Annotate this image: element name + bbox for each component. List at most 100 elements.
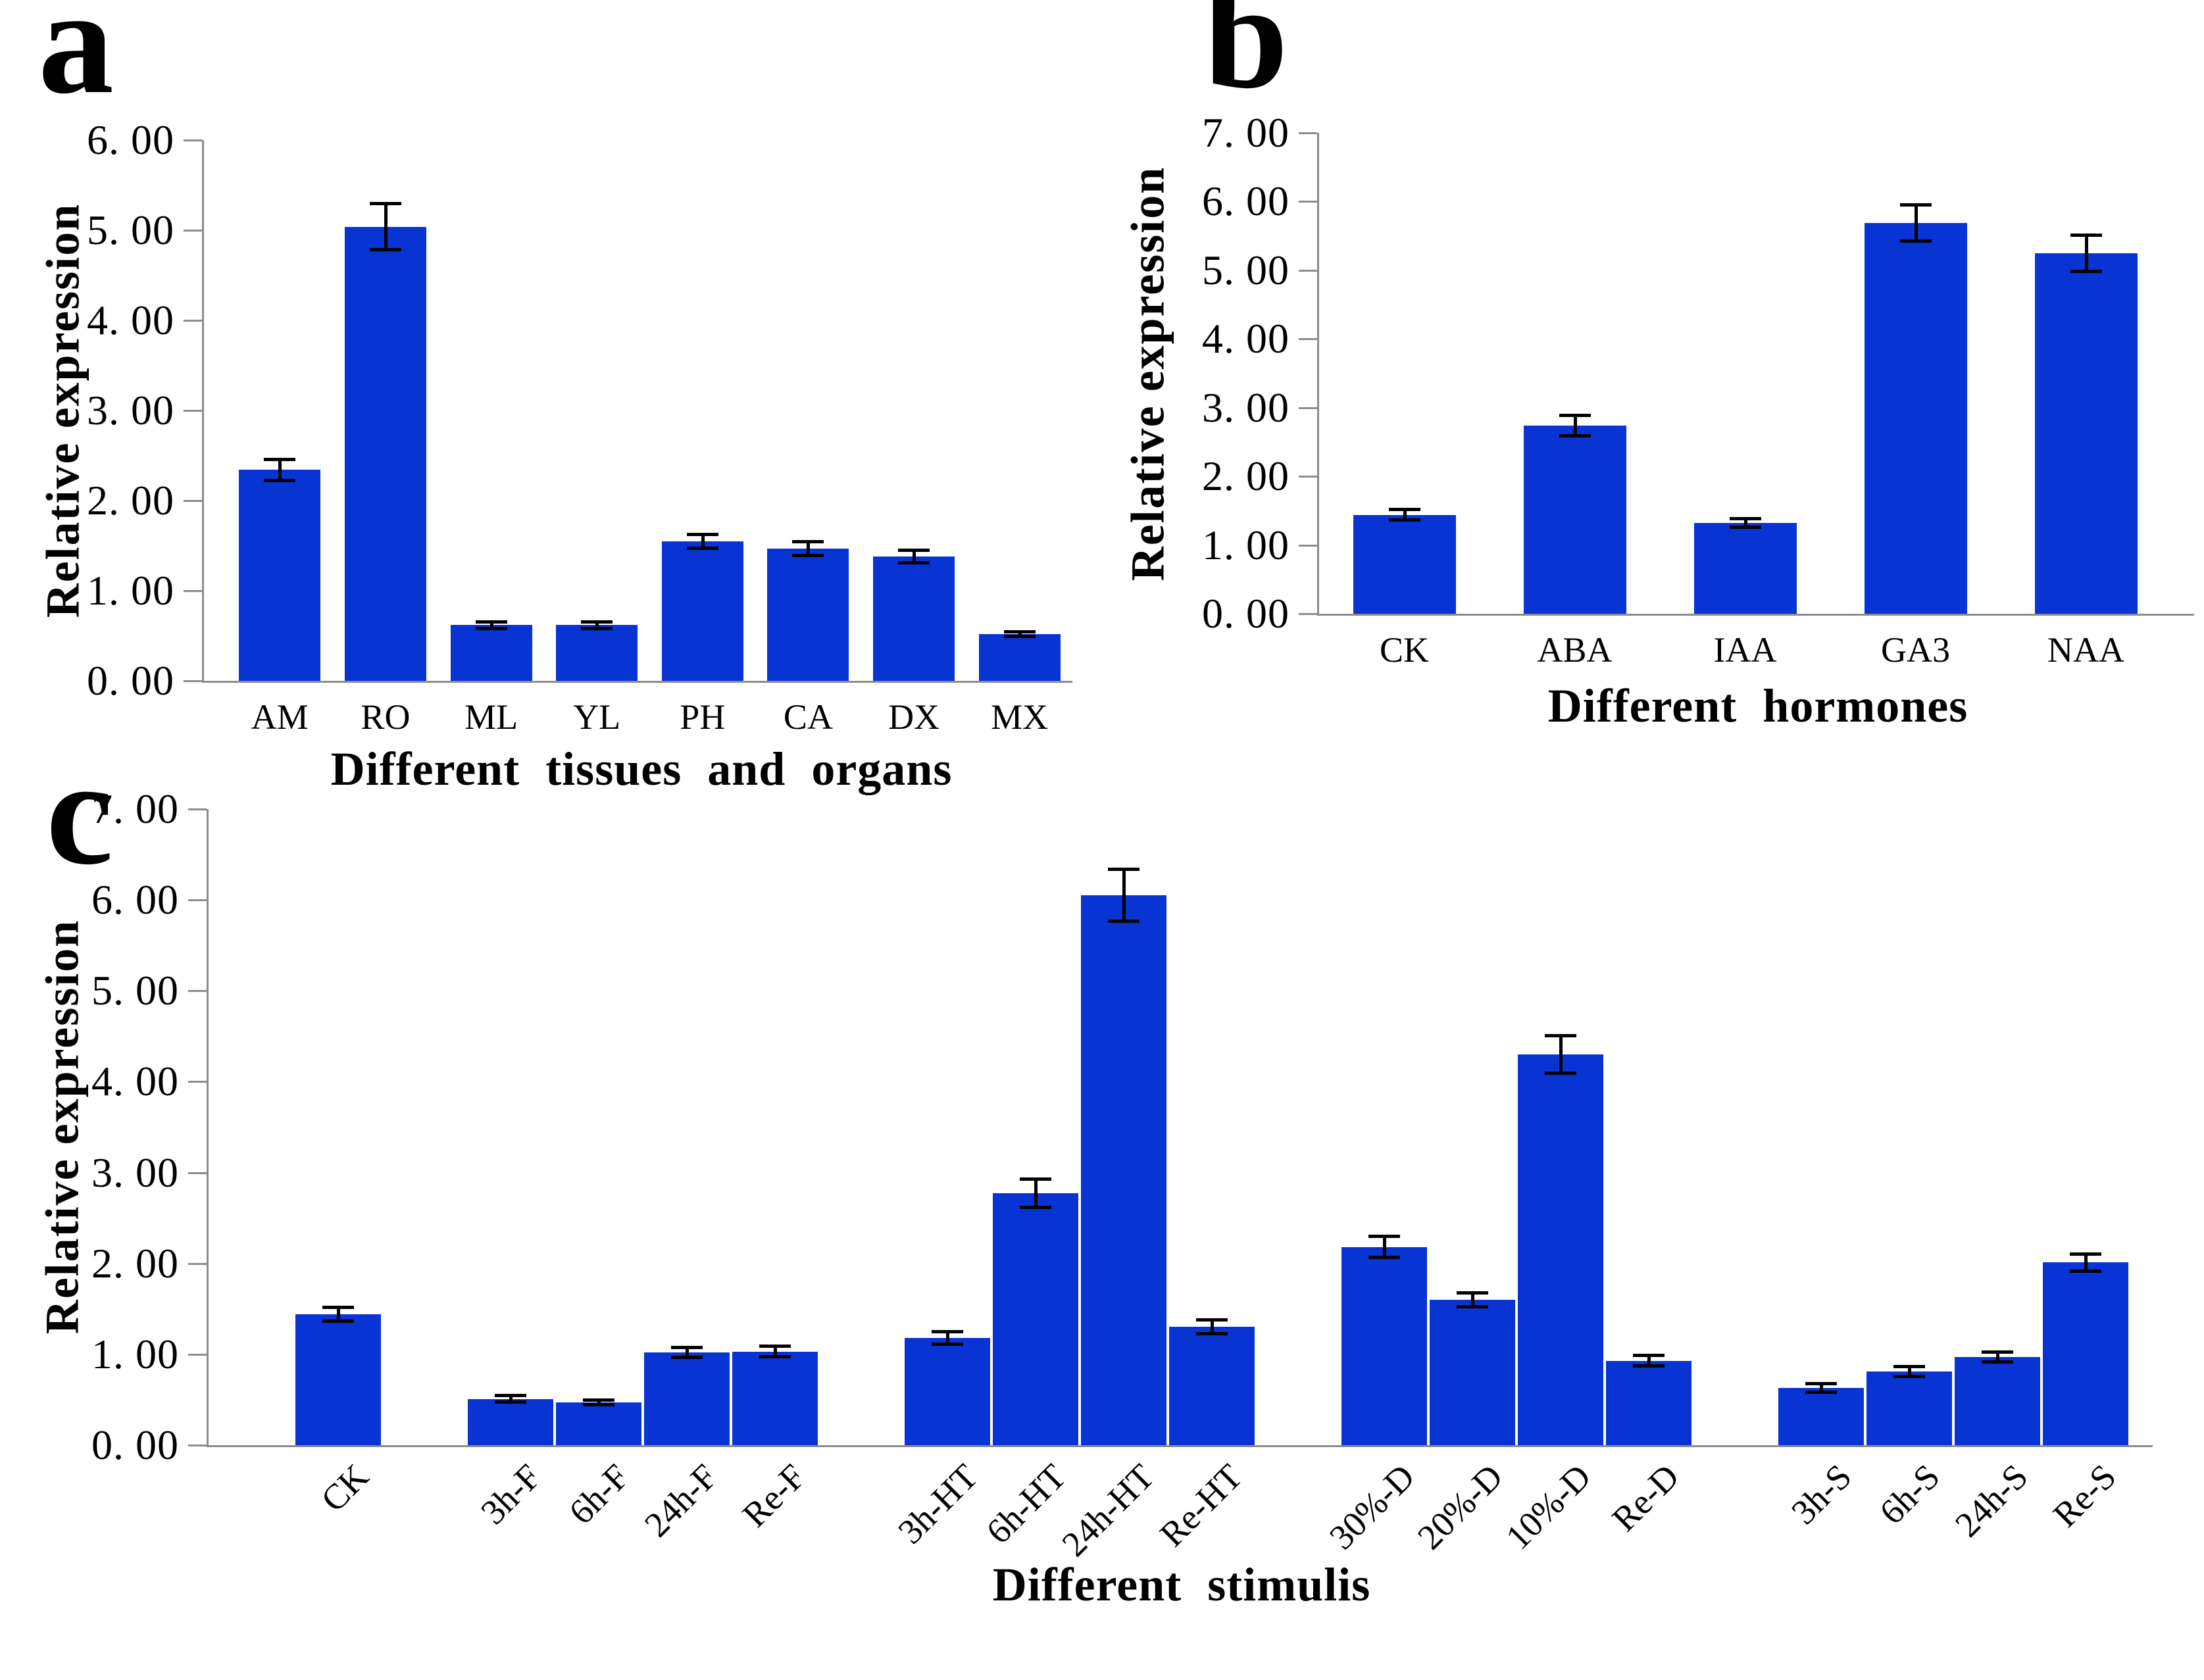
y-tick-mark <box>1299 544 1317 547</box>
plot-area-c: 0. 00 1. 00 2. 00 3. 00 4. 00 5. 00 6. 00 7. 00… <box>91 785 2153 1564</box>
y-tick-label: 4. 00 <box>87 297 174 343</box>
error-bar-cap-top <box>322 1306 354 1310</box>
x-tick-label: MX <box>991 697 1049 737</box>
bar-ABA <box>1523 425 1626 614</box>
y-tick-mark <box>184 680 202 682</box>
y-tick-mark <box>184 410 202 412</box>
error-bar-line <box>1018 631 1022 637</box>
bar-Re-D <box>1606 1360 1691 1445</box>
bar-6h-S <box>1866 1371 1952 1445</box>
error-bar-cap-top <box>1893 1364 1925 1368</box>
x-tick-label: CK <box>1379 630 1429 670</box>
plot-area-a: 0. 00 1. 00 2. 00 3. 00 4. 00 5. 00 6. 00 AM RO M… <box>87 116 1072 737</box>
error-bar-line <box>774 1346 777 1357</box>
x-tick-label: NAA <box>2047 630 2124 670</box>
y-tick-mark <box>184 590 202 592</box>
error-bar-cap-top <box>581 620 613 624</box>
y-tick-label: 3. 00 <box>91 1149 179 1196</box>
y-tick-mark <box>188 1172 207 1174</box>
bar-30%-D <box>1341 1247 1427 1445</box>
error-bar-cap-top <box>1559 414 1591 418</box>
x-axis-title-a: Different tissues and organs <box>330 743 953 795</box>
bar-3h-F <box>468 1398 553 1445</box>
error-bar-cap-top <box>1020 1177 1051 1181</box>
x-tick-label: RO <box>361 697 411 737</box>
panel-letter-b: b <box>1204 0 1288 120</box>
error-bar-cap-bottom <box>792 553 824 557</box>
error-bar-cap-bottom <box>1020 1206 1051 1210</box>
bar-DX <box>873 556 955 681</box>
bar-6h-HT <box>993 1193 1078 1445</box>
error-bar-cap-bottom <box>322 1320 354 1323</box>
error-bar-line <box>1211 1320 1214 1335</box>
error-bar-line <box>701 533 705 549</box>
bar-Re-F <box>732 1351 818 1445</box>
y-tick-mark <box>1299 132 1317 134</box>
error-bar-line <box>597 1399 601 1406</box>
y-tick-mark <box>188 808 207 810</box>
y-tick-mark <box>1299 338 1317 341</box>
error-bar-cap-bottom <box>932 1342 963 1346</box>
error-bar-cap-top <box>1108 868 1140 872</box>
error-bar-cap-bottom <box>1457 1305 1488 1309</box>
error-bar-cap-bottom <box>2070 1270 2101 1273</box>
error-bar-cap-top <box>1633 1354 1665 1358</box>
y-tick-mark <box>1299 269 1317 272</box>
error-bar-line <box>489 621 493 629</box>
error-bar-line <box>1559 1035 1563 1074</box>
error-bar-cap-bottom <box>686 546 718 550</box>
bar-RO <box>344 226 426 681</box>
error-bar-cap-bottom <box>1196 1332 1228 1336</box>
error-bar-line <box>278 458 282 481</box>
panel-letter-a: a <box>38 0 114 125</box>
y-tick-mark <box>184 230 202 232</box>
error-bar-line <box>337 1307 340 1322</box>
error-bar-cap-top <box>1729 516 1761 520</box>
error-bar-cap-bottom <box>495 1400 526 1404</box>
bar-3h-S <box>1778 1387 1864 1445</box>
error-bar-cap-bottom <box>1899 239 1932 243</box>
error-bar-line <box>1647 1355 1651 1366</box>
figure-canvas: { "style": { "bar_color": "#0834d4", "ax… <box>36 0 2194 1611</box>
x-axis-title-b: Different hormones <box>1547 679 1968 732</box>
error-bar-cap-top <box>671 1345 703 1349</box>
error-bar-cap-top <box>1368 1235 1400 1239</box>
bar-CA <box>767 548 849 681</box>
error-bar-cap-bottom <box>1108 920 1140 924</box>
x-axis-line <box>207 1445 2153 1447</box>
error-bar-cap-top <box>1388 508 1420 512</box>
error-bar-cap-bottom <box>1545 1071 1576 1075</box>
error-bar-cap-bottom <box>1368 1256 1400 1260</box>
error-bar-line <box>1122 869 1126 922</box>
error-bar-cap-top <box>2070 233 2102 237</box>
y-tick-mark <box>184 320 202 322</box>
error-bar-line <box>1573 415 1577 436</box>
y-tick-label: 7. 00 <box>1202 109 1290 156</box>
error-bar-line <box>1820 1383 1823 1393</box>
bar-PH <box>661 541 743 681</box>
bar-3h-HT <box>905 1337 990 1445</box>
y-tick-label: 5. 00 <box>1202 246 1290 293</box>
error-bar-cap-bottom <box>1805 1390 1837 1394</box>
error-bar-cap-top <box>686 532 718 536</box>
error-bar-cap-top <box>1196 1318 1228 1322</box>
x-tick-label: PH <box>680 697 726 737</box>
y-tick-label: 1. 00 <box>91 1330 179 1377</box>
y-tick-label: 2. 00 <box>91 1239 179 1287</box>
y-tick-label: 1. 00 <box>1202 521 1290 568</box>
y-tick-label: 2. 00 <box>1202 453 1290 500</box>
error-bar-cap-top <box>1545 1033 1576 1037</box>
y-tick-label: 6. 00 <box>87 116 174 163</box>
error-bar-cap-top <box>2070 1252 2101 1256</box>
y-axis-title-b: Relative expression <box>1121 166 1174 581</box>
error-bar-cap-bottom <box>1729 526 1761 530</box>
error-bar-line <box>807 541 811 556</box>
bar-YL <box>556 625 638 681</box>
y-tick-mark <box>1299 476 1317 478</box>
bar-24h-F <box>644 1352 730 1445</box>
x-tick-label: CA <box>783 697 833 737</box>
bar-NAA <box>2034 253 2138 614</box>
y-tick-mark <box>188 990 207 993</box>
error-bar-line <box>1743 518 1747 528</box>
error-bar-line <box>1471 1292 1474 1307</box>
